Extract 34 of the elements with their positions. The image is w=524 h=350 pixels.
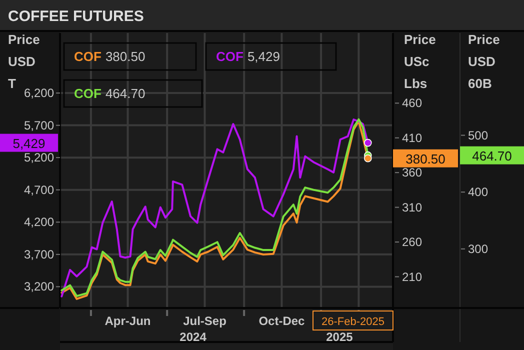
text: 380.50: [406, 151, 446, 166]
text: COF: [216, 49, 244, 64]
y2-tick-label: 460: [402, 96, 422, 110]
text: 26-Feb-2025: [322, 316, 384, 328]
x2-tick-label: 2025: [326, 330, 354, 344]
annotation: 380.50: [105, 49, 146, 64]
y-tick-label: 4,200: [24, 215, 54, 230]
text: COF: [74, 86, 102, 101]
y3-tick-label: 500: [468, 128, 488, 142]
y-tick-label: 3,200: [24, 280, 54, 294]
y2-tick-label: 410: [402, 130, 422, 145]
y2-tick-label: 260: [402, 235, 422, 250]
text: 464.70: [472, 148, 512, 164]
y2-tick-label: 210: [402, 270, 422, 284]
y2-tick-label: 310: [402, 200, 422, 214]
y2-axis-title: Price USc Lbs: [404, 32, 436, 91]
x2-tick-label: 2024: [180, 330, 207, 344]
x-tick-label: Oct-Dec: [258, 314, 306, 328]
text: 5,429: [12, 136, 46, 151]
x-tick-label: Jul-Sep: [183, 314, 226, 328]
chart-title: COFFEE FUTURES: [8, 8, 144, 25]
y-tick-label: 3,700: [24, 247, 54, 262]
y-tick-label: 5,200: [24, 150, 54, 165]
annotation: 464.70: [105, 86, 146, 101]
y3-tick-label: 300: [468, 242, 488, 256]
y-tick-label: 4,700: [24, 182, 54, 197]
y-tick-label: 5,700: [24, 118, 54, 132]
y3-axis-title: Price USD 60B: [468, 32, 500, 91]
y-tick-label: 6,200: [24, 86, 54, 100]
y2-tick-label: 360: [402, 166, 422, 180]
x-tick-label: Apr-Jun: [104, 314, 151, 328]
y3-tick-label: 400: [468, 185, 488, 200]
text: COF: [74, 49, 102, 64]
annotation: 5,429: [247, 49, 280, 64]
